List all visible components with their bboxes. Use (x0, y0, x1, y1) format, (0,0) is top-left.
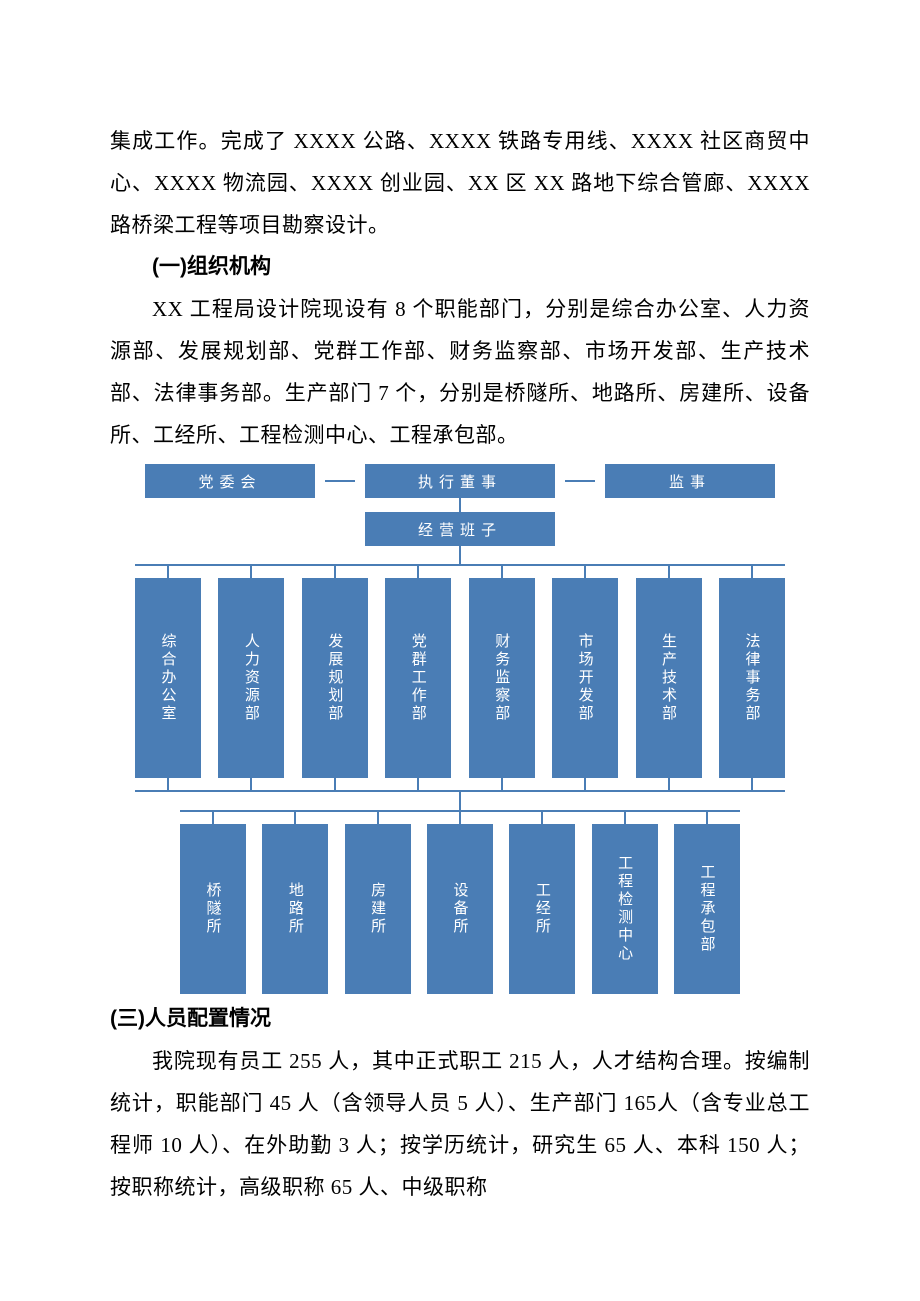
org-connector (459, 792, 461, 810)
org-node-dept: 市场开发部 (552, 578, 618, 778)
org-production-dept-row: 桥隧所 地路所 房建所 设备所 工经所 工程检测中心 工程承包部 (180, 824, 740, 994)
org-connector-stubs (180, 812, 740, 824)
org-connector (565, 480, 595, 482)
org-node-dept: 法律事务部 (719, 578, 785, 778)
org-node-dept: 设备所 (427, 824, 493, 994)
org-node-dept: 综合办公室 (135, 578, 201, 778)
org-node-executive-director: 执行董事 (365, 464, 555, 498)
paragraph-org-desc: XX 工程局设计院现设有 8 个职能部门，分别是综合办公室、人力资源部、发展规划… (110, 288, 810, 456)
org-connector (325, 480, 355, 482)
org-node-dept: 房建所 (345, 824, 411, 994)
org-connector-stubs (135, 778, 785, 790)
org-node-dept: 生产技术部 (636, 578, 702, 778)
org-node-dept: 地路所 (262, 824, 328, 994)
paragraph-personnel: 我院现有员工 255 人，其中正式职工 215 人，人才结构合理。按编制统计，职… (110, 1040, 810, 1208)
org-node-dept: 工程承包部 (674, 824, 740, 994)
org-management-row: 经营班子 (135, 512, 785, 546)
org-node-dept: 财务监察部 (469, 578, 535, 778)
org-connector (459, 546, 461, 564)
org-connector-stubs (135, 566, 785, 578)
org-node-dept: 发展规划部 (302, 578, 368, 778)
org-node-dept: 桥隧所 (180, 824, 246, 994)
org-functional-dept-row: 综合办公室 人力资源部 发展规划部 党群工作部 财务监察部 市场开发部 生产技术… (135, 578, 785, 778)
heading-personnel: (三)人员配置情况 (110, 998, 810, 1040)
org-node-dept: 党群工作部 (385, 578, 451, 778)
paragraph-intro: 集成工作。完成了 XXXX 公路、XXXX 铁路专用线、XXXX 社区商贸中心、… (110, 120, 810, 246)
org-connector (459, 498, 461, 512)
org-node-dept: 人力资源部 (218, 578, 284, 778)
org-node-management-team: 经营班子 (365, 512, 555, 546)
org-top-row: 党委会 执行董事 监事 (135, 464, 785, 498)
org-node-dept: 工经所 (509, 824, 575, 994)
heading-org-structure: (一)组织机构 (110, 246, 810, 288)
org-node-dept: 工程检测中心 (592, 824, 658, 994)
org-node-supervisor: 监事 (605, 464, 775, 498)
org-chart: 党委会 执行董事 监事 经营班子 综合办公室 人力资源部 发展规划部 党群工作部… (135, 464, 785, 994)
org-node-party-committee: 党委会 (145, 464, 315, 498)
